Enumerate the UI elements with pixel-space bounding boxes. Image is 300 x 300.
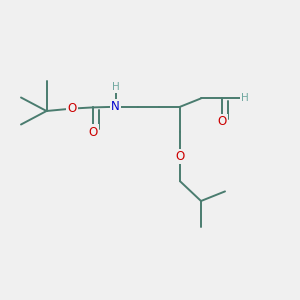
Text: N: N [111, 100, 120, 113]
Text: O: O [68, 102, 76, 115]
Text: H: H [241, 93, 248, 103]
Text: O: O [218, 115, 226, 128]
Text: O: O [176, 150, 184, 163]
Text: O: O [88, 125, 98, 139]
Text: H: H [112, 82, 119, 92]
